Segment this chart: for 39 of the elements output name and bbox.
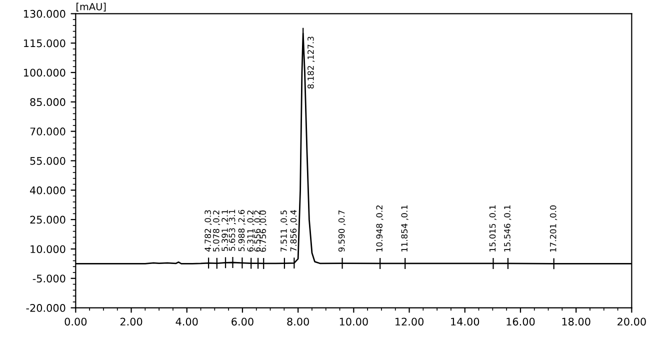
x-tick-label: 14.00 — [451, 318, 480, 326]
x-tick-label: 0.00 — [64, 318, 87, 326]
annotation: 6.756 ,0.0 — [260, 210, 267, 252]
annotation: 6.311 ,0.2 — [247, 210, 254, 252]
y-tick-label: -5.000 — [32, 274, 66, 282]
x-tick-label: 18.00 — [562, 318, 590, 326]
annotation: 8.182 ,127.3 — [308, 36, 315, 89]
annotation: 15.015 ,0.1 — [489, 205, 496, 252]
y-tick-label: 40.000 — [30, 186, 66, 194]
annotation: 4.782 ,0.3 — [204, 210, 212, 252]
y-axis-title: [mAU] — [76, 2, 106, 12]
annotation: 5.988 ,2.6 — [238, 210, 246, 252]
annotation: 17.201 ,0.0 — [550, 205, 558, 252]
x-tick-label: 10.00 — [340, 318, 368, 326]
y-tick-label: 70.000 — [30, 128, 66, 136]
annotation: 10.948 ,0.2 — [376, 206, 384, 252]
x-tick-label: 4.00 — [176, 318, 198, 326]
annotation: 11.854 ,0.1 — [401, 205, 408, 252]
y-tick-label: 10.000 — [30, 245, 66, 254]
y-tick-label: 55.000 — [30, 156, 66, 165]
y-tick-label: 100.000 — [24, 68, 66, 77]
y-tick-label: 130.000 — [24, 10, 66, 18]
x-tick-label: 6.00 — [232, 318, 254, 326]
x-tick-label: 20.00 — [618, 318, 646, 326]
x-tick-label: 2.00 — [120, 318, 142, 326]
x-tick-label: 16.00 — [506, 318, 535, 326]
y-tick-label: 85.000 — [30, 98, 66, 106]
annotation: 9.590 ,0.7 — [338, 210, 346, 252]
y-tick-label: 25.000 — [30, 216, 66, 224]
annotation: 15.546 ,0.1 — [504, 205, 512, 252]
annotation: 5.653 ,3.1 — [228, 210, 236, 251]
annotation: 5.391 ,2.1 — [222, 210, 229, 251]
y-tick-label: -20.000 — [26, 304, 66, 312]
x-tick-label: 8.00 — [287, 318, 309, 326]
annotation: 7.856 ,0.4 — [290, 210, 298, 252]
annotation: 5.078 ,0.2 — [213, 210, 220, 252]
annotation: 7.511 ,0.5 — [280, 210, 288, 252]
x-tick-label: 12.00 — [396, 318, 424, 326]
y-tick-label: 115.000 — [24, 39, 66, 48]
